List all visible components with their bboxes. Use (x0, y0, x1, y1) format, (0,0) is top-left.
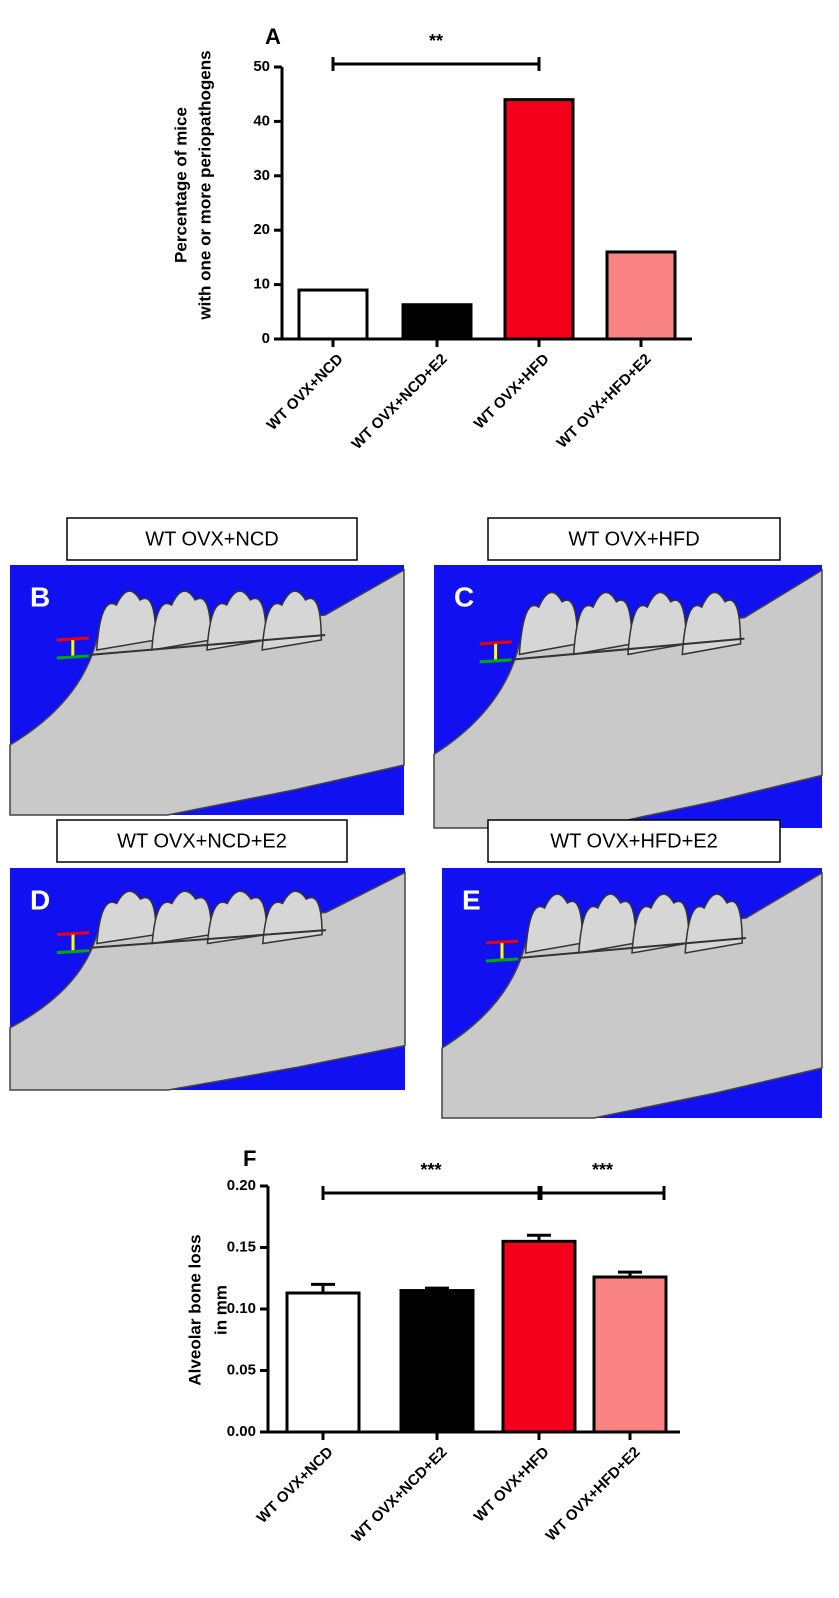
x-tick-label: WT OVX+HFD+E2 (543, 1444, 644, 1545)
x-tick-label: WT OVX+HFD+E2 (554, 351, 655, 452)
bone-crest-mark (56, 654, 89, 660)
bone-crest-mark (485, 957, 519, 963)
panel-title-box (66, 517, 358, 561)
y-axis-title: Percentage of mice (171, 107, 190, 263)
ct-image: C (433, 565, 823, 829)
ct-image: B (9, 565, 405, 816)
cej-mark (479, 640, 512, 646)
x-tick-label: WT OVX+NCD+E2 (348, 351, 450, 453)
panel-title-box (487, 819, 781, 863)
tooth (151, 890, 213, 945)
gum-line (517, 937, 747, 959)
tooth (518, 591, 579, 656)
tooth (95, 590, 157, 651)
bar (503, 98, 575, 341)
panel-title-box (56, 819, 348, 863)
panel-letter: B (30, 581, 50, 612)
ct-image: E (441, 868, 823, 1119)
cej-mark (56, 931, 90, 937)
tooth (681, 591, 742, 656)
y-tick-label: 0.15 (227, 1238, 256, 1255)
panel-letter: E (462, 884, 481, 915)
panel-letter: D (30, 884, 50, 915)
tooth (261, 890, 323, 945)
tooth (524, 893, 584, 954)
panel-title: WT OVX+HFD (568, 528, 699, 550)
tooth (572, 591, 633, 656)
ct-image: D (9, 868, 406, 1091)
x-tick-label: WT OVX+NCD (254, 1444, 337, 1527)
tooth (151, 590, 212, 651)
bone-crest-mark (56, 949, 90, 955)
tooth (96, 890, 157, 945)
panel-title: WT OVX+NCD+E2 (117, 830, 287, 852)
y-tick-label: 0.00 (227, 1423, 256, 1440)
panel-label: F (243, 1146, 256, 1171)
significance-label: *** (420, 1160, 441, 1180)
x-tick-label: WT OVX+NCD+E2 (348, 1444, 450, 1546)
panel-letter: C (454, 581, 474, 612)
tooth (261, 590, 323, 651)
x-tick-label: WT OVX+HFD (471, 1444, 553, 1526)
y-tick-label: 0.05 (227, 1361, 256, 1378)
tooth (206, 890, 268, 945)
bar (399, 1289, 475, 1434)
gum-line (88, 634, 326, 656)
cej-mark (485, 939, 519, 945)
panel-title: WT OVX+HFD+E2 (550, 830, 717, 852)
panel-label: A (265, 24, 281, 49)
significance-label: ** (429, 31, 443, 51)
bar (501, 1239, 577, 1434)
bar (592, 1275, 668, 1434)
y-tick-label: 30 (253, 167, 270, 184)
panel-title-box (487, 517, 781, 561)
y-tick-label: 0.10 (227, 1300, 256, 1317)
y-axis-title: Alveolar bone loss (185, 1234, 204, 1385)
y-axis-title: in mm (211, 1285, 230, 1335)
x-tick-label: WT OVX+NCD (264, 351, 347, 434)
y-axis-title: with one or more periopathogens (195, 50, 214, 320)
y-tick-label: 0.20 (227, 1177, 256, 1194)
bar (285, 1291, 361, 1434)
gum-line (88, 929, 327, 949)
tooth (577, 893, 637, 954)
tooth (627, 591, 687, 656)
tooth (684, 893, 743, 954)
gum-line (511, 637, 745, 661)
bone-crest-mark (479, 658, 512, 664)
bar (605, 250, 677, 341)
panel-title: WT OVX+NCD (145, 528, 279, 550)
bar (401, 303, 473, 341)
significance-label: *** (592, 1160, 613, 1180)
bar (297, 288, 369, 341)
y-tick-label: 40 (253, 112, 270, 129)
y-tick-label: 10 (253, 276, 270, 293)
cej-mark (56, 636, 89, 642)
y-tick-label: 50 (253, 58, 270, 75)
tooth (206, 590, 267, 651)
y-tick-label: 20 (253, 221, 270, 238)
y-tick-label: 0 (262, 330, 270, 347)
tooth (631, 893, 690, 954)
x-tick-label: WT OVX+HFD (471, 351, 553, 433)
